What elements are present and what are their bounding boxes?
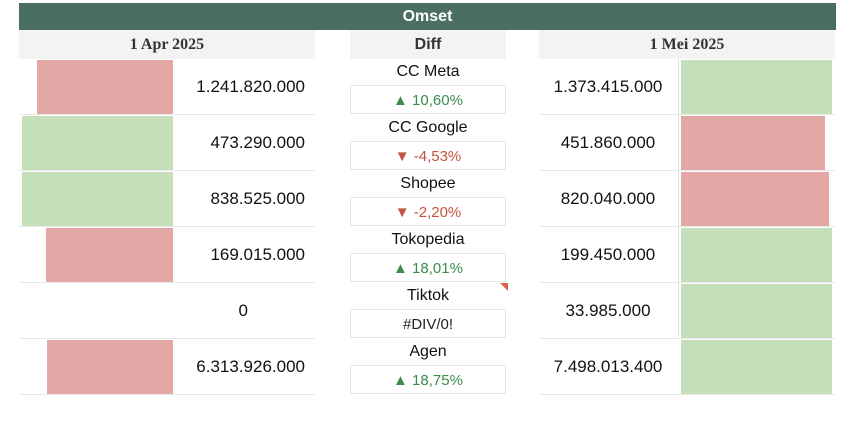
mei-value-cc-meta: 1.373.415.000 bbox=[553, 76, 663, 96]
mei-bar-cc-google bbox=[681, 116, 825, 170]
apr-bar-shopee bbox=[22, 172, 173, 226]
divider-line bbox=[678, 59, 679, 337]
mei-row-shopee[interactable]: 820.040.000 bbox=[539, 171, 835, 227]
mei-row-cc-google[interactable]: 451.860.000 bbox=[539, 115, 835, 171]
category-label-tiktok: Tiktok bbox=[350, 283, 506, 310]
apr-row-tokopedia[interactable]: 169.015.000 bbox=[19, 227, 315, 283]
diff-row-cc-meta[interactable]: CC Meta ▲ 10,60% bbox=[350, 59, 506, 115]
apr-bar-tokopedia bbox=[46, 228, 173, 282]
apr-row-cc-meta[interactable]: 1.241.820.000 bbox=[19, 59, 315, 115]
mei-value-shopee: 820.040.000 bbox=[560, 188, 656, 208]
diff-value-tokopedia: ▲ 18,01% bbox=[350, 255, 506, 282]
category-label-agen: Agen bbox=[350, 339, 506, 366]
diff-row-cc-google[interactable]: CC Google ▼ -4,53% bbox=[350, 115, 506, 171]
apr-value-tiktok: 0 bbox=[238, 300, 248, 320]
mei-value-agen: 7.498.013.400 bbox=[553, 356, 663, 376]
mei-bar-shopee bbox=[681, 172, 829, 226]
diff-row-agen[interactable]: Agen ▲ 18,75% bbox=[350, 339, 506, 395]
mei-row-agen[interactable]: 7.498.013.400 bbox=[539, 339, 835, 395]
error-indicator-icon[interactable] bbox=[500, 283, 508, 291]
apr-bar-cc-meta bbox=[37, 60, 173, 114]
mei-row-cc-meta[interactable]: 1.373.415.000 bbox=[539, 59, 835, 115]
apr-bar-cc-google bbox=[22, 116, 173, 170]
apr-value-cc-meta: 1.241.820.000 bbox=[196, 76, 305, 96]
apr-value-tokopedia: 169.015.000 bbox=[210, 244, 305, 264]
apr-row-cc-google[interactable]: 473.290.000 bbox=[19, 115, 315, 171]
apr-value-cc-google: 473.290.000 bbox=[210, 132, 305, 152]
mei-value-tokopedia: 199.450.000 bbox=[560, 244, 656, 264]
apr-bar-agen bbox=[47, 340, 173, 394]
apr-value-agen: 6.313.926.000 bbox=[196, 356, 305, 376]
apr-value-shopee: 838.525.000 bbox=[210, 188, 305, 208]
diff-row-tokopedia[interactable]: Tokopedia ▲ 18,01% bbox=[350, 227, 506, 283]
category-label-shopee: Shopee bbox=[350, 171, 506, 198]
column-header-mei[interactable]: 1 Mei 2025 bbox=[539, 30, 835, 59]
diff-value-tiktok: #DIV/0! bbox=[350, 311, 506, 338]
mei-row-tiktok[interactable]: 33.985.000 bbox=[539, 283, 835, 339]
mei-bar-tokopedia bbox=[681, 228, 832, 282]
category-label-cc-meta: CC Meta bbox=[350, 59, 506, 86]
diff-value-cc-meta: ▲ 10,60% bbox=[350, 87, 506, 114]
diff-row-tiktok[interactable]: Tiktok #DIV/0! bbox=[350, 283, 508, 339]
diff-value-agen: ▲ 18,75% bbox=[350, 367, 506, 394]
mei-row-tokopedia[interactable]: 199.450.000 bbox=[539, 227, 835, 283]
apr-row-shopee[interactable]: 838.525.000 bbox=[19, 171, 315, 227]
mei-bar-tiktok bbox=[681, 284, 832, 338]
omset-title-banner: Omset bbox=[19, 3, 836, 30]
diff-value-shopee: ▼ -2,20% bbox=[350, 199, 506, 226]
mei-value-tiktok: 33.985.000 bbox=[565, 300, 651, 320]
apr-row-agen[interactable]: 6.313.926.000 bbox=[19, 339, 315, 395]
diff-value-cc-google: ▼ -4,53% bbox=[350, 143, 506, 170]
mei-bar-agen bbox=[681, 340, 832, 394]
category-label-tokopedia: Tokopedia bbox=[350, 227, 506, 254]
mei-bar-cc-meta bbox=[681, 60, 832, 114]
apr-row-tiktok[interactable]: 0 bbox=[19, 283, 315, 339]
column-header-diff[interactable]: Diff bbox=[350, 30, 506, 59]
category-label-cc-google: CC Google bbox=[350, 115, 506, 142]
column-header-apr[interactable]: 1 Apr 2025 bbox=[19, 30, 315, 59]
diff-row-shopee[interactable]: Shopee ▼ -2,20% bbox=[350, 171, 506, 227]
mei-value-cc-google: 451.860.000 bbox=[560, 132, 656, 152]
